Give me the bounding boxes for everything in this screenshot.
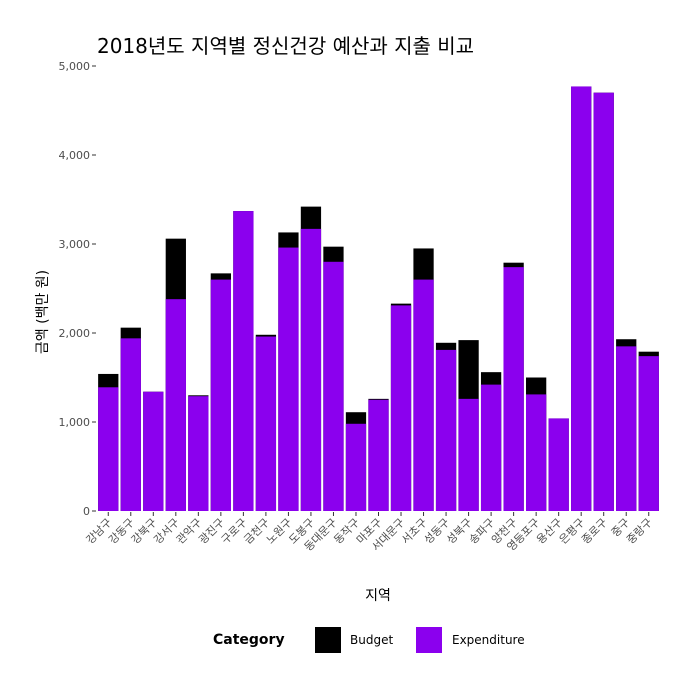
bar-expenditure xyxy=(548,418,569,511)
bar-expenditure xyxy=(323,261,344,511)
bar-expenditure xyxy=(503,267,524,511)
x-tick-label: 중랑구 xyxy=(624,516,655,547)
y-tick-label: 2,000 xyxy=(59,327,91,340)
x-axis-title: 지역 xyxy=(365,588,391,604)
bar-expenditure xyxy=(593,92,614,511)
x-axis: 강남구강동구강북구강서구관악구광진구구로구금천구노원구도봉구동대문구동작구마포구… xyxy=(84,512,655,554)
bar-expenditure xyxy=(300,228,322,511)
bar-expenditure xyxy=(616,346,637,511)
bar-expenditure xyxy=(435,349,457,511)
bar-expenditure xyxy=(278,247,299,511)
legend-title: Category xyxy=(213,632,285,648)
bar-expenditure xyxy=(526,394,547,511)
y-tick-label: 0 xyxy=(83,505,90,518)
bar-expenditure xyxy=(368,399,389,511)
bar-expenditure xyxy=(571,86,592,511)
bar-expenditure xyxy=(120,338,141,511)
y-axis: 0 1,000 2,000 3,000 4,000 5,000 xyxy=(59,60,96,518)
bar-expenditure xyxy=(188,396,209,511)
y-tick-label: 3,000 xyxy=(59,238,91,251)
bar-expenditure xyxy=(98,387,119,511)
y-tick-label: 1,000 xyxy=(59,416,91,429)
bar-expenditure xyxy=(255,336,277,511)
bar-expenditure xyxy=(210,279,231,511)
bar-expenditure xyxy=(345,423,367,511)
bar-expenditure xyxy=(638,356,659,511)
legend-label-expenditure: Expenditure xyxy=(452,633,525,647)
legend-key-budget xyxy=(315,627,341,653)
bars-group xyxy=(98,86,659,512)
bar-expenditure xyxy=(480,384,502,511)
legend-key-expenditure xyxy=(416,627,442,653)
bar-expenditure xyxy=(233,211,254,511)
y-axis-title: 금액 (백만 원) xyxy=(35,270,51,354)
y-tick-label: 4,000 xyxy=(59,149,91,162)
x-tick-label: 종로구 xyxy=(579,516,610,547)
chart-title: 2018년도 지역별 정신건강 예산과 지출 비교 xyxy=(97,34,475,58)
legend-label-budget: Budget xyxy=(350,633,394,647)
y-tick-label: 5,000 xyxy=(59,60,91,73)
bar-expenditure xyxy=(165,299,186,511)
bar-expenditure xyxy=(458,398,479,511)
bar-expenditure xyxy=(390,305,412,511)
bar-expenditure xyxy=(413,279,434,511)
legend: Category Budget Expenditure xyxy=(0,626,700,656)
bar-expenditure xyxy=(143,391,164,511)
